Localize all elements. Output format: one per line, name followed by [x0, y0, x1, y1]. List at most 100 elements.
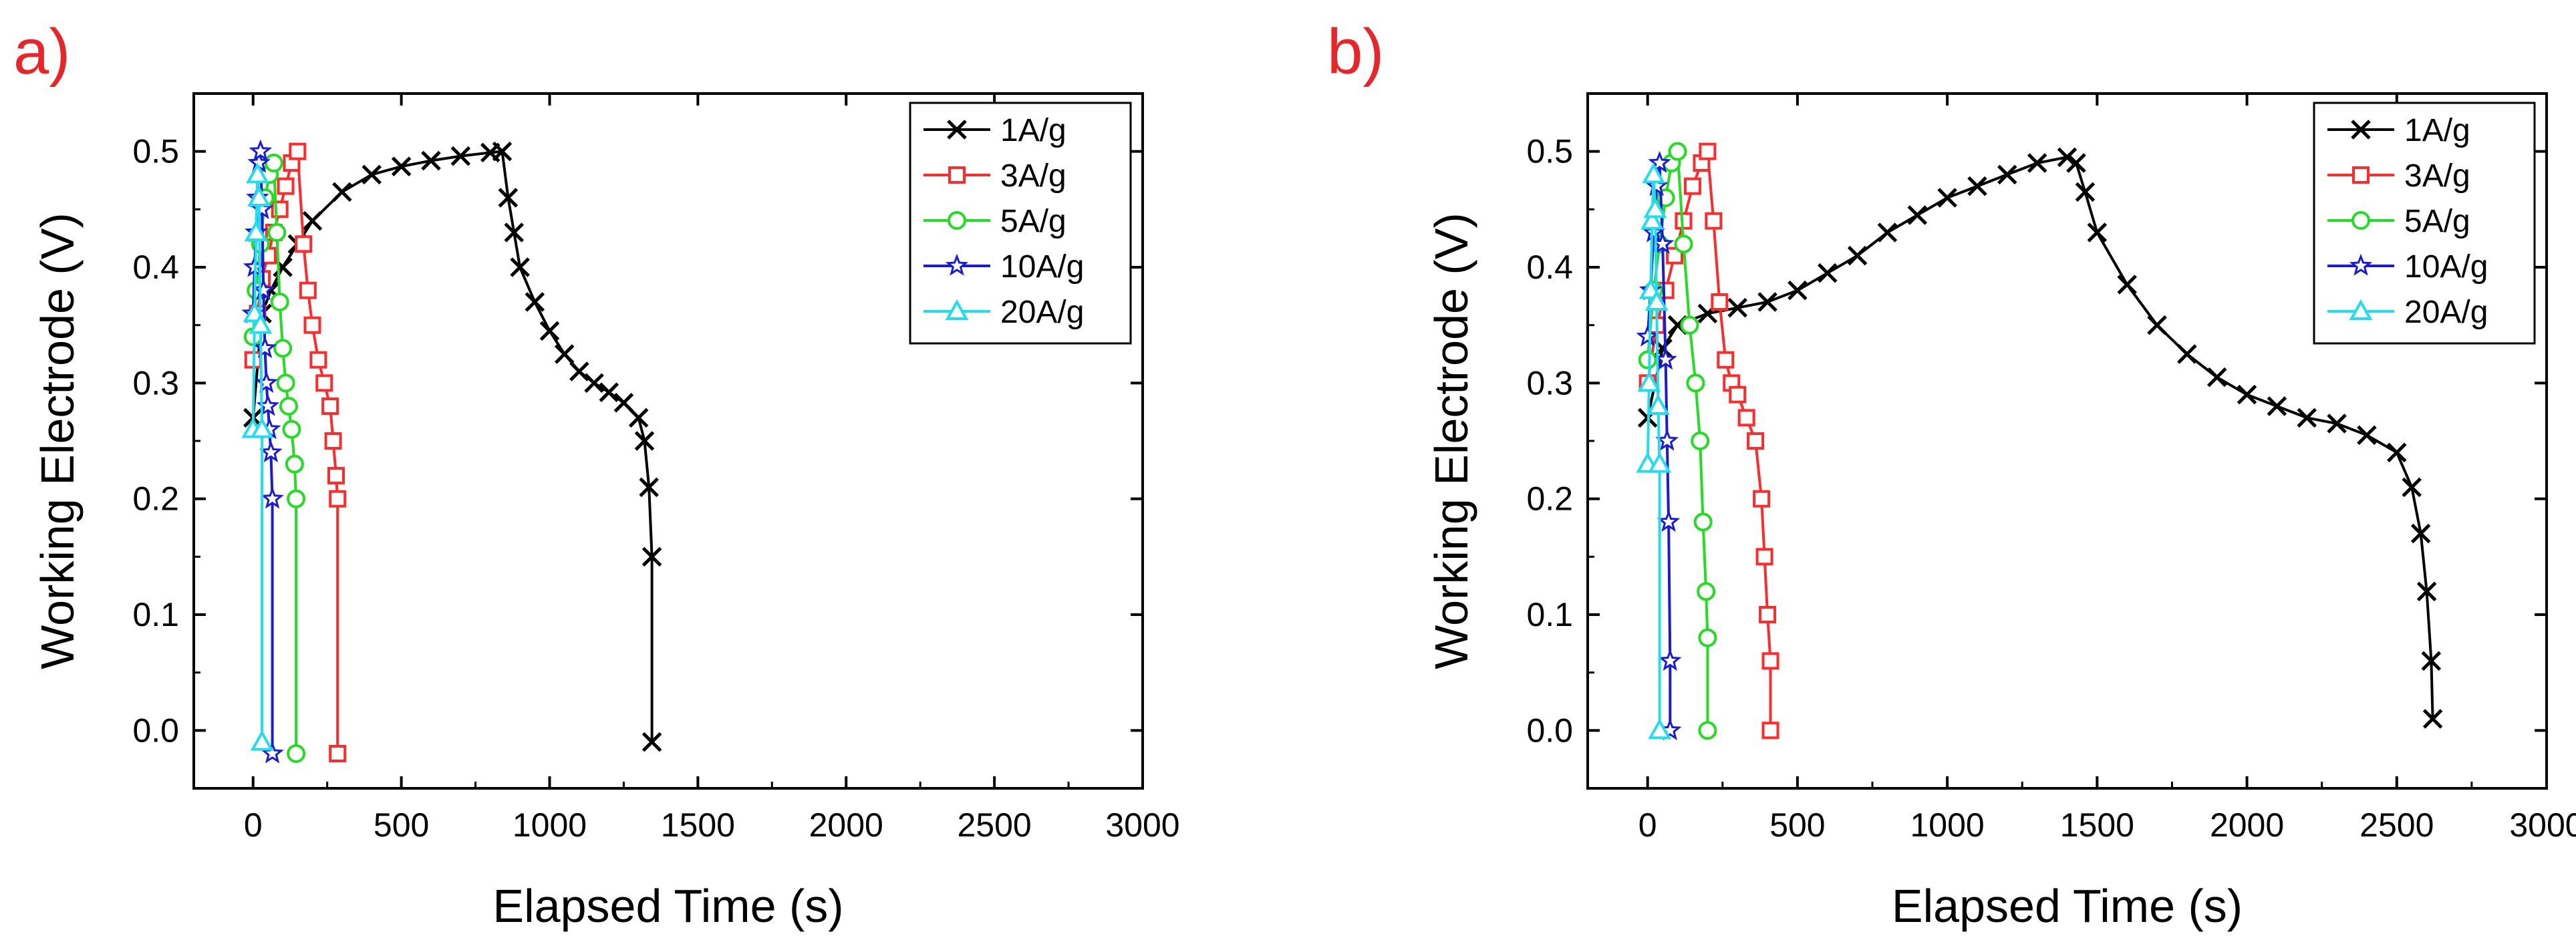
b-data-point: [1747, 432, 1765, 450]
b-y-tick-label: 0.0: [1526, 712, 1573, 749]
a-y-tick-label: 0.2: [132, 480, 179, 518]
b-data-point: [1907, 205, 1928, 225]
a-data-point: [315, 374, 333, 392]
a-data-point: [253, 336, 277, 359]
a-legend-marker: [945, 299, 969, 320]
b-data-point: [1637, 371, 1661, 392]
a-series-1A-per-g: [243, 141, 662, 752]
b-legend-marker: [2349, 253, 2373, 276]
b-legend-box: [2313, 102, 2536, 345]
a-data-point: [252, 278, 275, 301]
a-legend-label: 10A/g: [1000, 249, 1084, 285]
a-data-point: [279, 397, 298, 416]
b-legend-marker: [2351, 120, 2371, 140]
b-legend-marker: [2349, 299, 2373, 320]
b-data-point: [2297, 408, 2317, 428]
a-data-point: [504, 222, 525, 243]
a-x-tick-label: 1000: [513, 806, 587, 844]
a-x-tick-label: 2500: [958, 806, 1032, 844]
b-y-tick-label: 0.1: [1526, 596, 1573, 633]
b-data-point: [1655, 428, 1679, 451]
b-data-point: [1711, 293, 1729, 311]
a-data-point: [329, 745, 347, 762]
a-data-point: [421, 150, 441, 171]
b-data-point: [1937, 188, 1957, 208]
a-series-line: [251, 150, 654, 742]
a-y-tick-label: 0.4: [132, 249, 179, 286]
a-y-axis-label: Working Electrode (V): [31, 212, 84, 669]
b-data-point: [2327, 414, 2347, 434]
a-data-point: [250, 730, 274, 751]
a-data-point: [285, 454, 304, 474]
b-data-point: [2357, 425, 2377, 446]
b-data-point: [1691, 432, 1710, 450]
b-data-point: [1817, 263, 1838, 283]
b-data-point: [2147, 315, 2167, 335]
chart-b: 0 500 1000 1500 2000 2500 3000 0.0 0.1 0.2 0.3 0.4 0…: [1425, 92, 2576, 932]
a-legend-label: 1A/g: [1000, 113, 1066, 148]
b-data-point: [1727, 297, 1747, 318]
a-data-point: [277, 177, 295, 195]
b-data-point: [1680, 315, 1699, 335]
b-data-point: [2237, 384, 2257, 405]
b-data-point: [2422, 709, 2443, 729]
a-data-point: [255, 371, 278, 393]
a-data-point: [539, 321, 560, 341]
b-x-tick-label: 2000: [2210, 806, 2284, 844]
b-series-line: [1646, 156, 2434, 720]
b-x-tick-label: 1000: [1910, 806, 1985, 844]
a-data-point: [599, 382, 619, 402]
a-data-point: [510, 257, 530, 277]
a-data-point: [498, 188, 519, 208]
a-data-point: [332, 182, 352, 202]
a-data-point: [250, 417, 274, 438]
a-data-point: [554, 344, 575, 364]
a-data-point: [329, 490, 347, 508]
a-data-point: [249, 313, 273, 334]
b-x-tick-label: 500: [1769, 806, 1825, 844]
b-legend-label: 20A/g: [2404, 295, 2488, 330]
a-data-point: [321, 398, 339, 415]
a-legend-marker: [948, 166, 966, 184]
a-data-point: [639, 477, 659, 498]
b-data-point: [1636, 324, 1659, 347]
a-data-point: [634, 431, 655, 451]
b-series-line: [1646, 174, 1661, 731]
b-data-point: [1705, 212, 1723, 230]
b-data-point: [1847, 245, 1868, 266]
a-legend-label: 3A/g: [1000, 158, 1066, 194]
a-data-point: [261, 486, 284, 509]
a-data-point: [569, 361, 589, 381]
a-legend-box: [909, 102, 1132, 345]
b-data-point: [1644, 289, 1669, 311]
b-data-point: [1699, 142, 1717, 160]
b-data-point: [2075, 182, 2096, 202]
b-data-point: [1997, 164, 2017, 185]
b-x-tick-label: 1500: [2060, 806, 2134, 844]
b-data-point: [2387, 442, 2407, 463]
b-data-point: [1648, 718, 1672, 740]
a-data-point: [276, 373, 295, 393]
b-data-point: [1686, 373, 1705, 393]
b-data-point: [1761, 652, 1779, 670]
b-x-tick-label: 0: [1638, 806, 1657, 844]
a-series-line: [251, 174, 264, 742]
b-data-point: [2066, 153, 2086, 173]
b-series-20A-per-g: [1636, 162, 1672, 740]
b-legend-label: 1A/g: [2404, 113, 2470, 148]
a-data-point: [309, 351, 327, 369]
b-data-point: [1646, 393, 1670, 415]
b-data-point: [2117, 275, 2137, 295]
b-data-point: [1659, 649, 1682, 671]
a-data-point: [641, 732, 662, 752]
a-data-point: [525, 292, 545, 312]
b-data-point: [1753, 490, 1771, 508]
a-legend-label: 20A/g: [1000, 295, 1084, 330]
b-data-point: [2087, 222, 2108, 243]
a-legend-marker: [945, 253, 969, 276]
a-data-point: [245, 162, 269, 184]
b-y-axis-label: Working Electrode (V): [1425, 212, 1477, 669]
b-data-point: [1674, 234, 1693, 254]
b-data-point: [1693, 512, 1713, 532]
a-data-point: [273, 339, 293, 358]
